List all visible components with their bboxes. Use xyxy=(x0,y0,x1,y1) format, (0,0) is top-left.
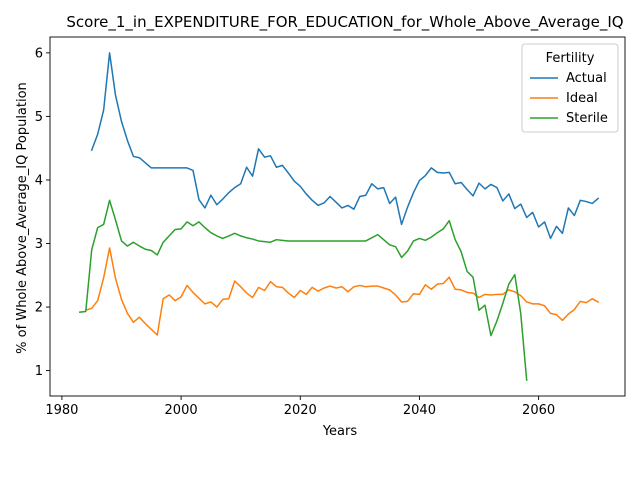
legend-label-sterile: Sterile xyxy=(566,111,608,126)
x-tick-label: 2040 xyxy=(403,403,436,418)
legend-items: Actual Ideal Sterile xyxy=(530,71,608,126)
legend-label-actual: Actual xyxy=(566,71,607,86)
chart-title: Score_1_in_EXPENDITURE_FOR_EDUCATION_for… xyxy=(66,13,623,32)
y-tick-label: 2 xyxy=(35,301,43,316)
legend-title: Fertility xyxy=(546,51,595,66)
y-axis: 1 2 3 4 5 6 xyxy=(35,46,50,379)
legend-label-ideal: Ideal xyxy=(566,91,598,106)
y-tick-label: 6 xyxy=(35,46,43,61)
y-tick-label: 3 xyxy=(35,237,43,252)
plot-area xyxy=(49,36,626,397)
legend-box xyxy=(521,43,619,133)
series-line-sterile xyxy=(78,199,528,381)
series-line-ideal xyxy=(84,247,600,336)
y-tick-label: 1 xyxy=(35,364,43,379)
y-tick-label: 4 xyxy=(35,173,43,188)
series-layer xyxy=(78,52,600,381)
legend: Fertility Actual Ideal Sterile xyxy=(521,43,619,133)
y-axis-label: % of Whole Above_Average_IQ Population xyxy=(15,82,30,354)
x-tick-label: 1980 xyxy=(45,403,78,418)
x-tick-label: 2000 xyxy=(165,403,198,418)
x-tick-label: 2020 xyxy=(284,403,317,418)
x-tick-label: 2060 xyxy=(522,403,555,418)
y-tick-label: 5 xyxy=(35,110,43,125)
plot-frame xyxy=(49,36,626,397)
x-axis: 1980 2000 2020 2040 2060 xyxy=(45,396,555,418)
series-line-actual xyxy=(90,52,600,240)
x-axis-label: Years xyxy=(322,424,358,439)
